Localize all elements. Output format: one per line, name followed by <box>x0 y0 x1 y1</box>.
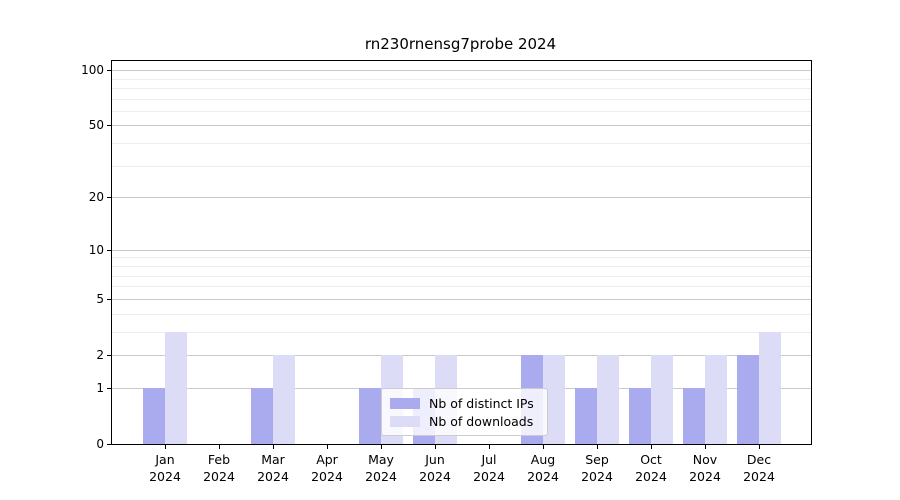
y-tick-label-2: 2 <box>96 348 104 362</box>
y-tick-mark <box>107 388 111 389</box>
x-tick-mark <box>273 445 274 449</box>
gridline-minor <box>112 143 811 144</box>
x-tick-label-aug: Aug 2024 <box>527 452 559 484</box>
legend-label-downloads: Nb of downloads <box>429 414 534 430</box>
bar-nb-of-downloads-dec <box>759 331 781 444</box>
x-tick-mark <box>543 445 544 449</box>
gridline-minor <box>112 314 811 315</box>
bar-nb-of-downloads-oct <box>651 355 673 444</box>
chart-title: rn230rnensg7probe 2024 <box>364 35 557 53</box>
x-tick-label-mar: Mar 2024 <box>257 452 289 484</box>
bar-nb-of-distinct-ips-jan <box>143 387 165 444</box>
x-tick-label-dec: Dec 2024 <box>743 452 775 484</box>
y-tick-mark <box>107 355 111 356</box>
x-tick-mark <box>327 445 328 449</box>
x-tick-label-feb: Feb 2024 <box>203 452 235 484</box>
bar-nb-of-downloads-nov <box>705 355 727 444</box>
legend-swatch-downloads <box>390 416 420 428</box>
gridline-minor <box>112 166 811 167</box>
x-tick-label-jan: Jan 2024 <box>149 452 181 484</box>
y-tick-label-5: 5 <box>96 292 104 306</box>
x-tick-label-oct: Oct 2024 <box>635 452 667 484</box>
x-tick-mark <box>381 445 382 449</box>
y-tick-mark <box>107 250 111 251</box>
legend-swatch-distinct-ips <box>390 397 420 409</box>
gridline-major <box>112 299 811 300</box>
y-tick-label-1: 1 <box>96 381 104 395</box>
x-tick-mark <box>489 445 490 449</box>
x-tick-mark <box>597 445 598 449</box>
legend-item-downloads: Nb of downloads <box>390 413 539 432</box>
gridline-major <box>112 355 811 356</box>
legend-item-distinct-ips: Nb of distinct IPs <box>390 394 539 413</box>
bar-nb-of-distinct-ips-may <box>359 387 381 444</box>
x-tick-mark <box>651 445 652 449</box>
x-tick-label-sep: Sep 2024 <box>581 452 613 484</box>
gridline-major <box>112 250 811 251</box>
y-tick-label-50: 50 <box>88 118 104 132</box>
bar-nb-of-downloads-sep <box>597 355 619 444</box>
x-tick-mark <box>165 445 166 449</box>
x-tick-label-nov: Nov 2024 <box>689 452 721 484</box>
legend: Nb of distinct IPs Nb of downloads <box>381 388 548 436</box>
gridline-minor <box>112 286 811 287</box>
x-tick-mark <box>435 445 436 449</box>
gridline-minor <box>112 79 811 80</box>
bar-nb-of-distinct-ips-oct <box>629 387 651 444</box>
bar-nb-of-distinct-ips-sep <box>575 387 597 444</box>
legend-label-distinct-ips: Nb of distinct IPs <box>429 395 534 411</box>
x-tick-label-jul: Jul 2024 <box>473 452 505 484</box>
gridline-minor <box>112 276 811 277</box>
x-tick-mark <box>759 445 760 449</box>
gridline-minor <box>112 332 811 333</box>
gridline-minor <box>112 266 811 267</box>
gridline-major <box>112 197 811 198</box>
gridline-minor <box>112 99 811 100</box>
y-tick-label-0: 0 <box>96 437 104 451</box>
x-tick-label-jun: Jun 2024 <box>419 452 451 484</box>
y-tick-label-10: 10 <box>88 243 104 257</box>
y-tick-mark <box>107 125 111 126</box>
bar-nb-of-distinct-ips-dec <box>737 355 759 444</box>
x-tick-label-apr: Apr 2024 <box>311 452 343 484</box>
y-tick-mark <box>107 299 111 300</box>
gridline-minor <box>112 257 811 258</box>
y-tick-mark <box>107 444 111 445</box>
x-tick-label-may: May 2024 <box>365 452 397 484</box>
bar-nb-of-distinct-ips-nov <box>683 387 705 444</box>
x-tick-mark <box>705 445 706 449</box>
bar-nb-of-downloads-jan <box>165 331 187 444</box>
gridline-major <box>112 70 811 71</box>
gridline-major <box>112 125 811 126</box>
y-tick-mark <box>107 70 111 71</box>
bar-nb-of-downloads-aug <box>543 355 565 444</box>
plot-area: Nb of distinct IPs Nb of downloads <box>111 60 812 445</box>
bar-nb-of-distinct-ips-mar <box>251 387 273 444</box>
y-tick-label-20: 20 <box>88 190 104 204</box>
y-tick-label-100: 100 <box>81 63 104 77</box>
gridline-minor <box>112 111 811 112</box>
y-tick-mark <box>107 197 111 198</box>
x-tick-mark <box>219 445 220 449</box>
bar-nb-of-downloads-mar <box>273 355 295 444</box>
gridline-minor <box>112 88 811 89</box>
